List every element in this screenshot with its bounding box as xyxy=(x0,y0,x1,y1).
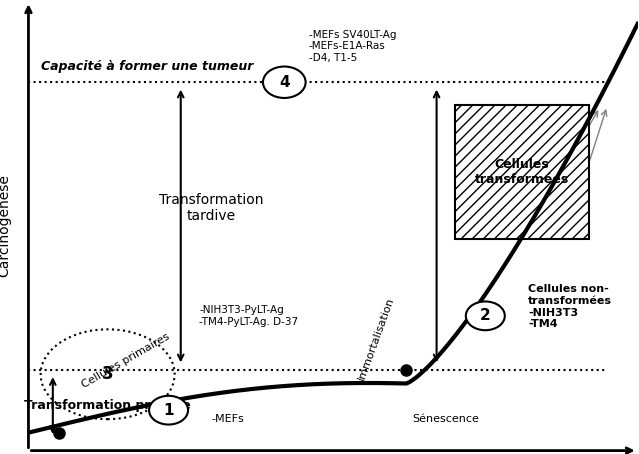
Text: Cellules non-
transformées
-NIH3T3
-TM4: Cellules non- transformées -NIH3T3 -TM4 xyxy=(528,285,612,329)
Text: Immortalisation: Immortalisation xyxy=(356,295,396,381)
Text: 2: 2 xyxy=(480,308,491,323)
Text: Carcinogenèse: Carcinogenèse xyxy=(0,174,12,277)
Text: -MEFs: -MEFs xyxy=(212,414,244,424)
Text: 4: 4 xyxy=(279,75,289,90)
Text: Cellules primaires: Cellules primaires xyxy=(80,331,172,390)
Text: 1: 1 xyxy=(164,403,174,418)
Text: -NIH3T3-PyLT-Ag
-TM4-PyLT-Ag. D-37: -NIH3T3-PyLT-Ag -TM4-PyLT-Ag. D-37 xyxy=(199,305,298,326)
Text: Cellules
transformées: Cellules transformées xyxy=(475,158,569,186)
Text: Sénescence: Sénescence xyxy=(412,414,479,424)
FancyBboxPatch shape xyxy=(455,105,589,239)
Circle shape xyxy=(149,396,188,424)
Text: 3: 3 xyxy=(102,365,114,383)
Circle shape xyxy=(263,67,305,98)
Text: Transformation
tardive: Transformation tardive xyxy=(159,193,263,223)
Text: -MEFs SV40LT-Ag
-MEFs-E1A-Ras
-D4, T1-5: -MEFs SV40LT-Ag -MEFs-E1A-Ras -D4, T1-5 xyxy=(309,30,396,63)
Circle shape xyxy=(466,301,505,330)
Text: Capacité à former une tumeur: Capacité à former une tumeur xyxy=(41,60,253,73)
Text: Transformation précoce: Transformation précoce xyxy=(24,399,191,412)
